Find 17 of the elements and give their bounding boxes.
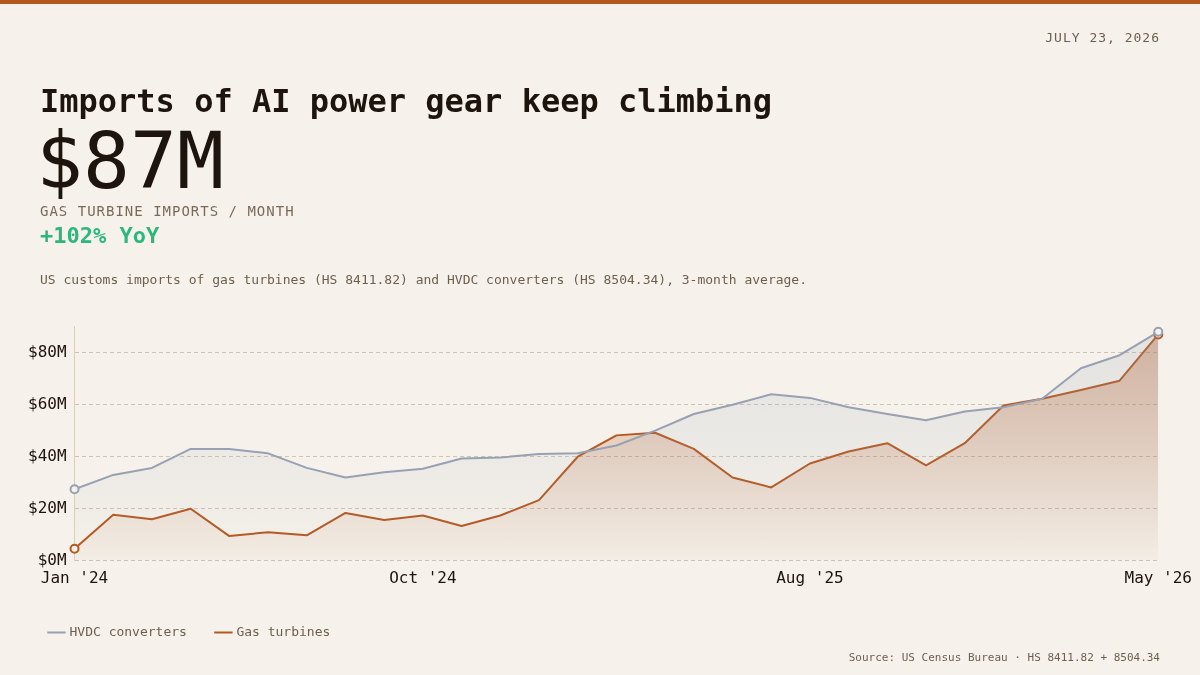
legend-label: HVDC converters <box>69 623 187 639</box>
text: +102% YoY <box>40 223 160 248</box>
y-tick-label: $20M <box>28 497 67 517</box>
text: JULY 23, 2026 <box>1045 30 1160 45</box>
x-tick-label: May '26 <box>1124 567 1192 587</box>
x-tick-label: Jan '24 <box>40 567 109 587</box>
source-note: Source: US Census Bureau · HS 8411.82 + 8504.34 <box>848 651 1160 664</box>
y-tick-label: $40M <box>28 445 67 465</box>
text: GAS TURBINE IMPORTS / MONTH <box>40 203 295 219</box>
x-tick-label: Aug '25 <box>776 567 844 587</box>
chart-subtitle: US customs imports of gas turbines (HS 8411.82) and HVDC converters (HS 8504.34), 3-month average. <box>40 272 808 287</box>
legend-label: Gas turbines <box>236 623 331 639</box>
y-tick-label: $0M <box>37 549 67 569</box>
y-tick-label: $80M <box>28 341 67 361</box>
y-tick-label: $60M <box>28 393 67 413</box>
chart-title: Imports of AI power gear keep climbing <box>40 82 773 120</box>
x-tick-label: Oct '24 <box>389 567 457 587</box>
